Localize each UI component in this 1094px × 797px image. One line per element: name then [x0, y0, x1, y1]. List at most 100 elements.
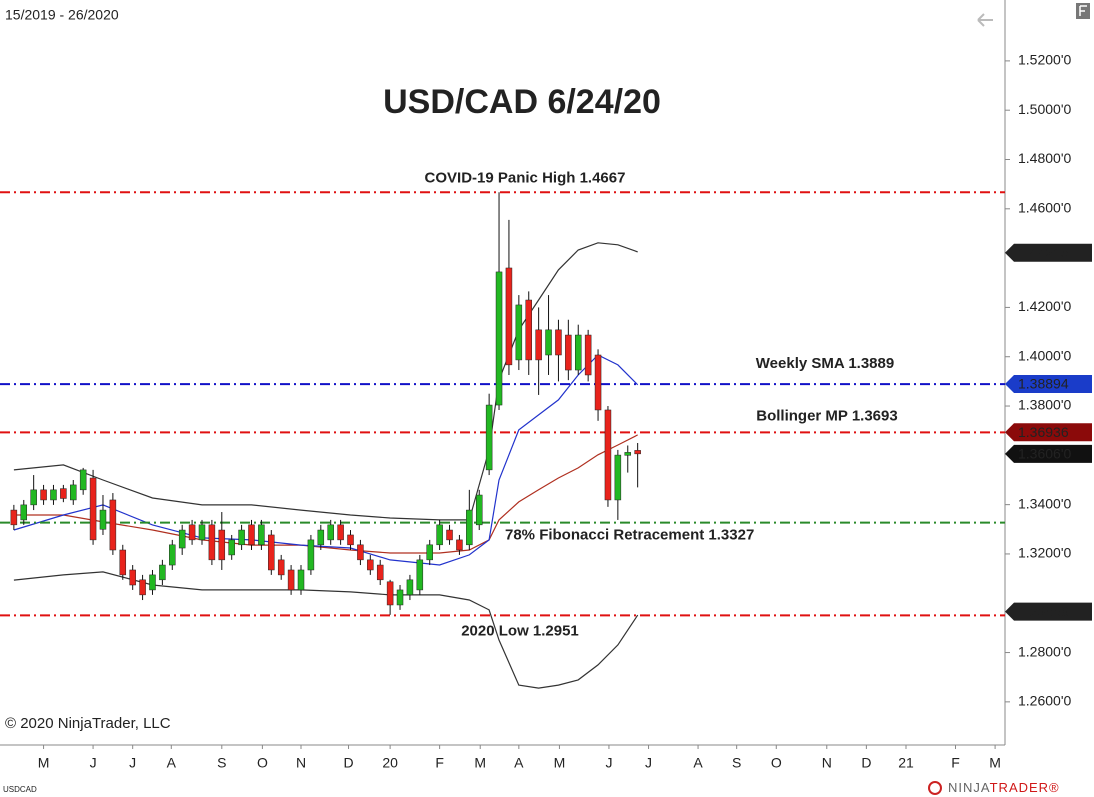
- logo-icon: [928, 781, 942, 795]
- y-tick-label: 1.2800'0: [1018, 643, 1071, 659]
- price-marker-label: 1.36936: [1018, 424, 1069, 440]
- indicator-line: [13, 434, 638, 554]
- chart-title: USD/CAD 6/24/20: [383, 83, 661, 121]
- y-tick-label: 1.3800'0: [1018, 397, 1071, 413]
- candle-body: [367, 559, 374, 571]
- candle-body: [574, 334, 582, 371]
- candle-body: [149, 574, 156, 591]
- candle-body: [594, 354, 602, 411]
- flag-icon: [1079, 5, 1087, 16]
- candle-body: [89, 477, 97, 541]
- x-tick-label: M: [474, 755, 486, 771]
- y-tick-label: 1.3200'0: [1018, 545, 1071, 561]
- level-label: Weekly SMA 1.3889: [756, 355, 894, 372]
- candle-body: [436, 524, 443, 546]
- price-marker: [1005, 423, 1092, 442]
- candle-body: [30, 489, 37, 506]
- candle-body: [466, 509, 473, 546]
- candle-body: [485, 404, 493, 471]
- candle-body: [60, 488, 67, 499]
- y-tick-label: 1.2600'0: [1018, 693, 1071, 709]
- price-marker-label: 1.29658: [1018, 603, 1069, 619]
- candle-body: [614, 454, 622, 501]
- logo: NINJATRADER®: [948, 780, 1060, 795]
- candle-body: [50, 489, 57, 501]
- indicator-line: [13, 354, 639, 566]
- candle-body: [188, 524, 196, 541]
- candle-body: [10, 509, 18, 526]
- y-tick-label: 1.5200'0: [1018, 52, 1071, 68]
- x-tick-label: A: [693, 755, 703, 771]
- candle-body: [159, 564, 166, 581]
- candle-body: [248, 524, 255, 546]
- x-tick-label: A: [514, 755, 524, 771]
- candle-body: [258, 524, 265, 546]
- x-tick-label: M: [38, 755, 50, 771]
- candle-body: [70, 484, 77, 501]
- candle-body: [535, 329, 542, 361]
- candle-body: [228, 539, 235, 556]
- price-marker-label: 1.44215: [1018, 245, 1069, 261]
- x-tick-label: A: [167, 755, 177, 771]
- candle-body: [268, 534, 275, 571]
- candle-body: [119, 549, 127, 576]
- candle-body: [634, 450, 641, 455]
- x-tick-label: J: [90, 755, 97, 771]
- arrow[interactable]: [977, 13, 993, 27]
- candle-body: [277, 559, 285, 576]
- indicator-line: [13, 571, 639, 689]
- candle-body: [347, 534, 354, 546]
- candle-body: [565, 334, 572, 371]
- x-tick-label: J: [605, 755, 612, 771]
- x-tick-label: D: [861, 755, 871, 771]
- candle-body: [584, 334, 592, 376]
- logo-trader: TRADER®: [990, 780, 1060, 795]
- candle-body: [208, 524, 216, 561]
- candle-body: [99, 509, 107, 530]
- candle-body: [515, 304, 523, 361]
- price-marker-label: 1.3606'0: [1018, 446, 1071, 462]
- candle-body: [545, 329, 552, 356]
- x-tick-label: S: [217, 755, 226, 771]
- y-tick-label: 1.4200'0: [1018, 298, 1071, 314]
- candle-body: [109, 499, 117, 551]
- arrow-icon[interactable]: [977, 13, 993, 27]
- candle-body: [357, 544, 364, 561]
- candle-body: [297, 569, 305, 591]
- candle-body: [624, 452, 632, 456]
- x-tick-label: N: [822, 755, 832, 771]
- candle-body: [396, 589, 404, 606]
- candle-body: [475, 494, 483, 526]
- x-tick-label: 20: [382, 755, 398, 771]
- price-marker: [1005, 243, 1092, 262]
- candle-body: [604, 409, 612, 501]
- symbol: USDCAD: [3, 785, 37, 794]
- candle-body: [20, 504, 28, 521]
- date-range: 15/2019 - 26/2020: [5, 7, 119, 23]
- price-marker: [1005, 444, 1092, 463]
- candle-body: [307, 539, 315, 571]
- candle-body: [337, 524, 344, 541]
- price-marker: [1005, 602, 1092, 621]
- candle-body: [555, 329, 562, 356]
- candle-body: [169, 544, 176, 566]
- price-marker: [1005, 374, 1092, 393]
- y-tick-label: 1.4000'0: [1018, 347, 1071, 363]
- level-label: COVID-19 Panic High 1.4667: [425, 169, 626, 186]
- candle-body: [406, 579, 414, 596]
- candle-body: [446, 529, 453, 541]
- candle-body: [426, 544, 433, 561]
- candle-body: [456, 539, 463, 551]
- level-label: 2020 Low 1.2951: [461, 622, 579, 639]
- candle-body: [79, 469, 87, 491]
- x-tick-label: J: [645, 755, 652, 771]
- x-tick-label: D: [343, 755, 353, 771]
- candle-body: [139, 579, 146, 596]
- x-tick-label: F: [435, 755, 444, 771]
- x-tick-label: M: [554, 755, 566, 771]
- candle-body: [416, 559, 424, 591]
- x-tick-label: N: [296, 755, 306, 771]
- candle-body: [505, 267, 513, 366]
- candle-body: [495, 271, 503, 406]
